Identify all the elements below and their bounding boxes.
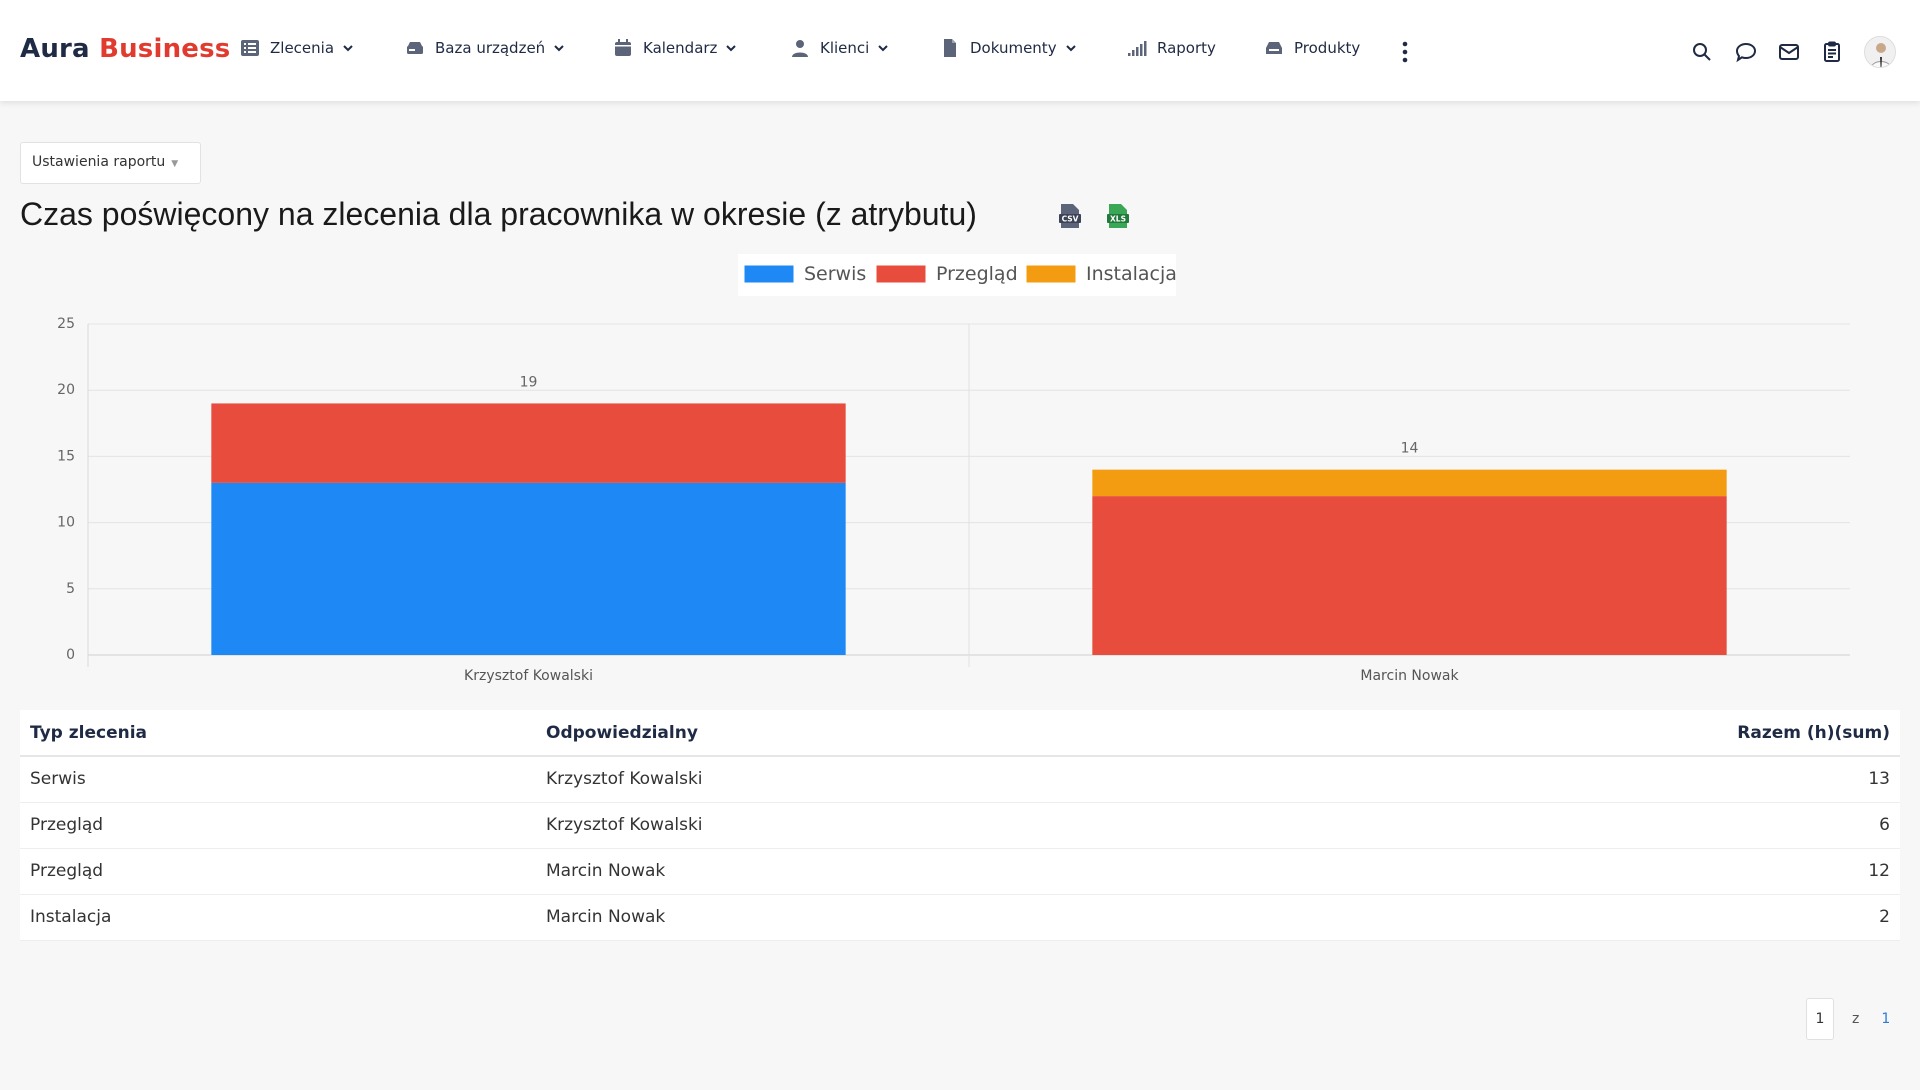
nav-item-kalendarz[interactable]: Kalendarz (613, 38, 737, 58)
y-tick-label: 10 (57, 515, 75, 531)
table-cell: 6 (1225, 802, 1900, 849)
nav-item-zlecenia[interactable]: Zlecenia (240, 38, 354, 58)
legend-swatch (743, 264, 795, 284)
table-cell: Serwis (20, 756, 536, 803)
table-cell: Krzysztof Kowalski (536, 802, 1226, 849)
report-table: Typ zlecenia Odpowiedzialny Razem (h)(su… (20, 710, 1900, 941)
chart-canvas: Serwis Przegląd Instalacja 0 5 10 15 20 25 19 Krzy… (57, 254, 1850, 684)
total-pages-link[interactable]: 1 (1881, 1011, 1891, 1027)
nav-item-dokumenty[interactable]: Dokumenty (940, 38, 1077, 58)
table-row: Serwis Krzysztof Kowalski 13 (20, 756, 1900, 803)
chevron-down-icon (726, 45, 737, 52)
bar-signal-icon (1128, 41, 1147, 56)
user-icon (792, 40, 808, 57)
nav-item-baza-urzadzen[interactable]: Baza urządzeń (405, 38, 565, 58)
more-menu-icon[interactable] (1398, 40, 1412, 64)
chevron-down-icon (343, 45, 353, 52)
table-cell: Marcin Nowak (536, 848, 1226, 895)
calendar-icon (615, 39, 631, 56)
avatar[interactable] (1864, 36, 1896, 68)
y-tick-label: 25 (57, 316, 75, 332)
table-row: Przegląd Krzysztof Kowalski 6 (20, 802, 1900, 849)
column-header[interactable]: Typ zlecenia (20, 710, 536, 757)
y-tick-label: 0 (66, 647, 75, 663)
xls-export-icon[interactable]: XLS (1106, 203, 1130, 229)
nav-item-raporty[interactable]: Raporty (1127, 38, 1216, 58)
column-header[interactable]: Odpowiedzialny (536, 710, 1226, 757)
top-navbar: Aura Business Zlecenia Baza urządzeń Kal… (0, 0, 1920, 101)
svg-text:XLS: XLS (1110, 215, 1126, 224)
pagination: 1 z 1 (1806, 998, 1890, 1040)
clipboard-icon[interactable] (1821, 41, 1843, 63)
table-cell: Instalacja (20, 894, 536, 941)
legend-background (738, 254, 1176, 296)
current-page[interactable]: 1 (1806, 998, 1834, 1040)
document-icon (944, 39, 956, 57)
table-cell: Przegląd (20, 802, 536, 849)
stacked-bar-chart: Serwis Przegląd Instalacja 0 5 10 15 20 25 19 Krzy… (0, 254, 1920, 694)
legend-swatch (875, 264, 927, 284)
list-icon (241, 40, 259, 56)
chevron-down-icon (878, 45, 889, 52)
mail-icon[interactable] (1778, 41, 1800, 63)
table-header-row: Typ zlecenia Odpowiedzialny Razem (h)(su… (20, 710, 1900, 757)
bar-segment (1092, 496, 1727, 655)
y-tick-label: 5 (66, 581, 75, 597)
bar-segment (1092, 469, 1727, 497)
table-cell: Krzysztof Kowalski (536, 756, 1226, 803)
page-title: Czas poświęcony na zlecenia dla pracowni… (20, 196, 977, 232)
table-cell: Marcin Nowak (536, 894, 1226, 941)
y-tick-label: 15 (57, 448, 75, 464)
x-tick-label: Marcin Nowak (1360, 668, 1459, 684)
bar-total-label: 19 (520, 374, 538, 390)
box-icon (1266, 42, 1282, 54)
legend-label: Instalacja (1086, 263, 1177, 285)
bar-segment (211, 482, 846, 655)
legend-label: Przegląd (936, 263, 1018, 285)
svg-text:CSV: CSV (1062, 215, 1079, 224)
legend-swatch (1025, 264, 1077, 284)
table-cell: 12 (1225, 848, 1900, 895)
x-tick-label: Krzysztof Kowalski (464, 668, 593, 684)
y-tick-label: 20 (57, 382, 75, 398)
chevron-down-icon (1065, 45, 1076, 52)
pagination-of-label: z (1852, 1011, 1860, 1027)
nav-item-klienci[interactable]: Klienci (790, 38, 889, 58)
nav-item-produkty[interactable]: Produkty (1264, 38, 1360, 58)
csv-export-icon[interactable]: CSV (1058, 203, 1082, 229)
caret-down-icon: ▼ (171, 159, 179, 169)
bar-total-label: 14 (1401, 441, 1419, 457)
table-row: Przegląd Marcin Nowak 12 (20, 848, 1900, 895)
chevron-down-icon (554, 45, 564, 52)
brand-logo[interactable]: Aura Business (20, 34, 231, 64)
table-row: Instalacja Marcin Nowak 2 (20, 894, 1900, 941)
table-cell: Przegląd (20, 848, 536, 895)
table-cell: 13 (1225, 756, 1900, 803)
report-settings-button[interactable]: Ustawienia raportu ▼ (20, 142, 201, 184)
bar-segment (211, 403, 846, 483)
chat-icon[interactable] (1735, 41, 1757, 63)
table-cell: 2 (1225, 894, 1900, 941)
column-header[interactable]: Razem (h)(sum) (1225, 710, 1900, 757)
search-icon[interactable] (1691, 41, 1713, 63)
device-icon (407, 42, 423, 54)
legend-label: Serwis (804, 263, 866, 285)
